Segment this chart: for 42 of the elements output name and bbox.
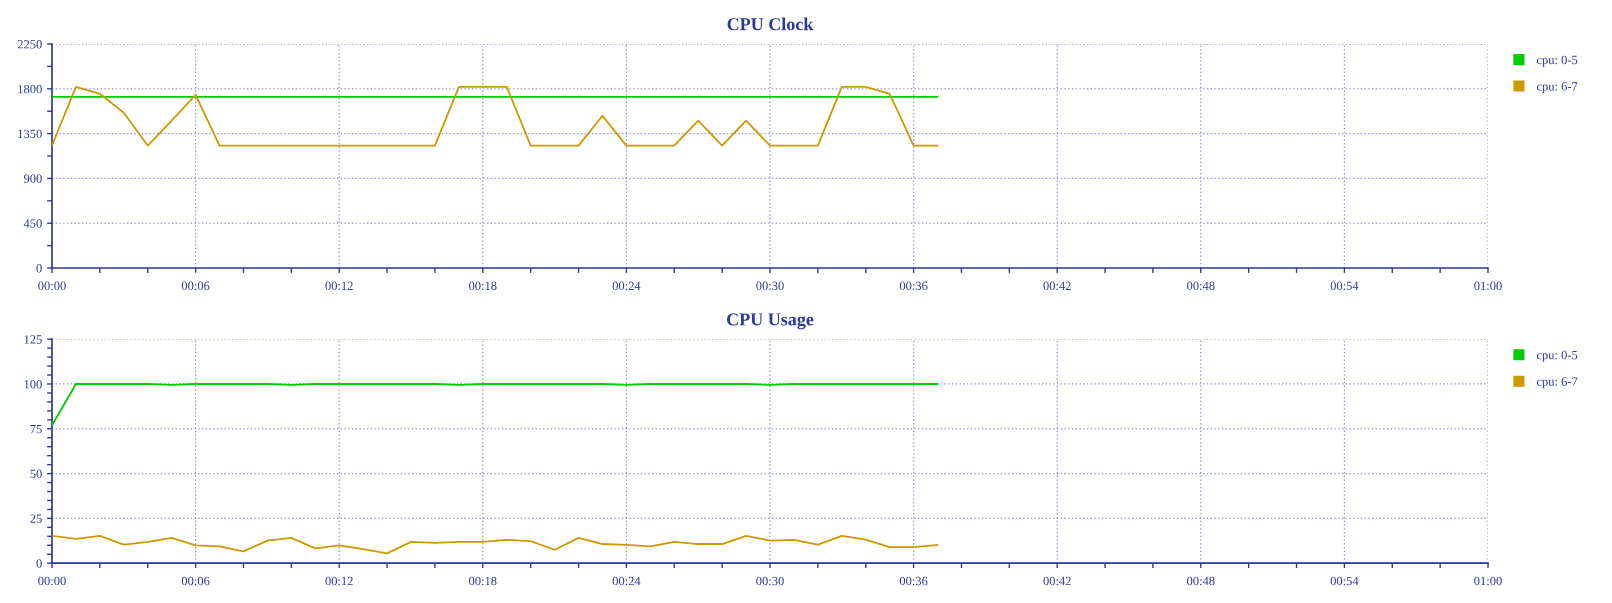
y-tick-label: 100	[24, 380, 42, 389]
x-tick-label: 00:48	[1187, 281, 1215, 291]
y-tick-label: 1350	[18, 129, 42, 139]
x-tick-label: 00:12	[325, 281, 353, 291]
y-tick-label: 450	[23, 219, 42, 228]
legend-label: cpu: 6-7	[1536, 82, 1578, 94]
y-tick-label: 125	[24, 335, 42, 344]
y-tick-label: 2250	[17, 40, 42, 49]
x-tick-label: 00:00	[38, 281, 66, 291]
x-tick-label: 00:30	[756, 281, 784, 291]
x-tick-label: 01:00	[1474, 281, 1502, 291]
legend-label: cpu: 0-5	[1536, 350, 1578, 362]
x-tick-label: 00:06	[181, 576, 210, 586]
chart-title: CPU Usage	[727, 313, 814, 330]
x-tick-label: 00:42	[1043, 576, 1071, 586]
x-tick-label: 00:36	[899, 576, 928, 586]
x-tick-label: 00:36	[899, 281, 928, 291]
line-series	[52, 85, 939, 147]
x-tick-label: 00:30	[756, 576, 784, 586]
x-tick-label: 00:42	[1043, 281, 1071, 291]
x-tick-label: 00:12	[325, 576, 353, 586]
x-tick-label: 01:00	[1474, 576, 1502, 586]
x-tick-label: 00:18	[469, 281, 497, 291]
y-tick-label: 0	[36, 264, 42, 273]
y-tick-label: 0	[36, 559, 42, 568]
y-tick-label: 900	[23, 174, 42, 183]
legend-label: cpu: 0-5	[1536, 55, 1578, 67]
x-tick-label: 00:24	[612, 281, 641, 291]
x-tick-label: 00:00	[38, 576, 66, 586]
x-tick-label: 00:18	[469, 576, 497, 586]
x-tick-label: 00:06	[181, 281, 210, 291]
legend-label: cpu: 6-7	[1536, 377, 1578, 389]
x-tick-label: 00:24	[612, 576, 641, 586]
y-tick-label: 25	[30, 514, 42, 523]
x-tick-label: 00:54	[1330, 281, 1359, 291]
x-tick-label: 00:54	[1330, 576, 1359, 586]
y-tick-label: 50	[30, 469, 42, 479]
y-tick-label: 75	[30, 424, 42, 434]
y-tick-label: 1800	[18, 84, 42, 94]
line-series	[52, 534, 939, 555]
x-tick-label: 00:48	[1187, 576, 1215, 586]
chart-title: CPU Clock	[727, 17, 814, 31]
